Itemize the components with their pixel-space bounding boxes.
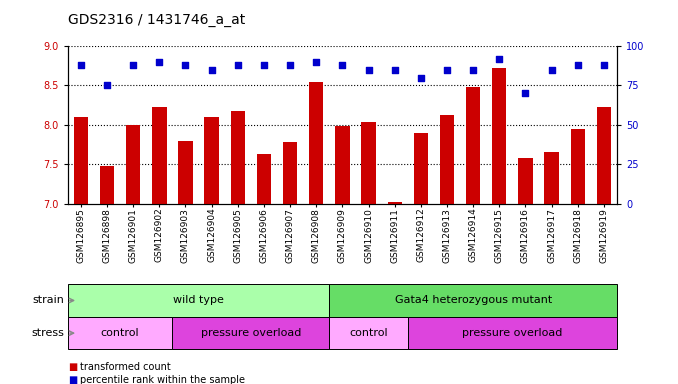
Bar	[335, 126, 350, 204]
Bar	[283, 142, 297, 204]
Bar	[544, 152, 559, 204]
Bar	[597, 107, 611, 204]
Bar	[231, 111, 245, 204]
Bar	[172, 317, 330, 349]
Bar	[361, 122, 376, 204]
Point	[206, 67, 217, 73]
Point	[468, 67, 479, 73]
Bar	[330, 317, 407, 349]
Text: GDS2316 / 1431746_a_at: GDS2316 / 1431746_a_at	[68, 13, 245, 27]
Bar	[407, 317, 617, 349]
Point	[416, 74, 426, 81]
Point	[363, 67, 374, 73]
Bar	[205, 117, 219, 204]
Point	[572, 62, 583, 68]
Bar	[152, 107, 167, 204]
Point	[311, 59, 321, 65]
Point	[389, 67, 400, 73]
Bar	[126, 125, 140, 204]
Text: pressure overload: pressure overload	[462, 328, 563, 338]
Text: pressure overload: pressure overload	[201, 328, 301, 338]
Point	[285, 62, 296, 68]
Text: transformed count: transformed count	[80, 362, 171, 372]
Text: control: control	[349, 328, 388, 338]
Point	[258, 62, 269, 68]
Point	[546, 67, 557, 73]
Point	[154, 59, 165, 65]
Point	[441, 67, 452, 73]
Text: control: control	[101, 328, 140, 338]
Text: stress: stress	[32, 328, 64, 338]
Text: ■: ■	[68, 362, 77, 372]
Bar	[571, 129, 585, 204]
Point	[75, 62, 86, 68]
Text: Gata4 heterozygous mutant: Gata4 heterozygous mutant	[395, 295, 552, 306]
Bar	[74, 117, 88, 204]
Bar	[388, 202, 402, 204]
Bar	[414, 132, 428, 204]
Bar	[257, 154, 271, 204]
Text: ■: ■	[68, 375, 77, 384]
Point	[233, 62, 243, 68]
Point	[127, 62, 138, 68]
Text: wild type: wild type	[173, 295, 224, 306]
Bar	[68, 317, 172, 349]
Bar	[466, 87, 480, 204]
Text: strain: strain	[33, 295, 64, 306]
Bar	[492, 68, 506, 204]
Bar	[440, 115, 454, 204]
Point	[520, 90, 531, 96]
Point	[102, 83, 113, 89]
Text: percentile rank within the sample: percentile rank within the sample	[80, 375, 245, 384]
Bar	[309, 82, 323, 204]
Bar	[518, 158, 533, 204]
Bar	[330, 284, 617, 317]
Bar	[68, 284, 330, 317]
Bar	[178, 141, 193, 204]
Point	[337, 62, 348, 68]
Point	[599, 62, 610, 68]
Point	[180, 62, 191, 68]
Bar	[100, 166, 114, 204]
Point	[494, 56, 504, 62]
